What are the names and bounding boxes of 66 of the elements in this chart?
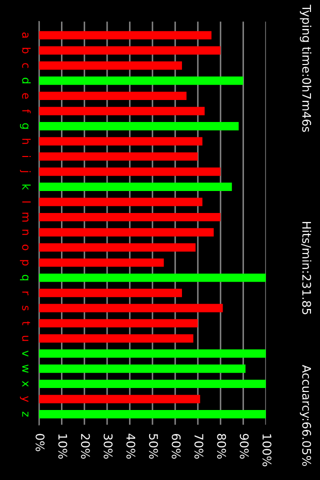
- bar: [39, 76, 244, 85]
- bar: [39, 31, 212, 40]
- bar: [39, 61, 182, 70]
- y-tick-label: b: [22, 48, 31, 54]
- y-tick-label: l: [22, 201, 31, 202]
- bar: [39, 92, 187, 100]
- bar: [39, 212, 221, 222]
- bar: [39, 364, 246, 373]
- bar: [39, 394, 200, 404]
- y-tick-label: h: [22, 138, 31, 144]
- x-tick-label: 80%: [217, 434, 226, 459]
- y-tick-label: g: [20, 123, 28, 129]
- x-tick-label: 20%: [80, 434, 90, 459]
- x-tick-label: 0%: [36, 434, 45, 452]
- y-tick-label: c: [22, 63, 28, 68]
- x-tick-label: 70%: [194, 434, 204, 459]
- bar: [39, 152, 198, 161]
- bar: [39, 198, 202, 206]
- x-tick-label: 10%: [58, 434, 68, 459]
- bar: [39, 274, 266, 282]
- bar: [39, 243, 196, 252]
- y-tick-label: m: [22, 212, 28, 222]
- y-tick-label: p: [20, 260, 28, 266]
- x-tick-label: 60%: [172, 434, 181, 459]
- bar: [39, 182, 232, 191]
- bar: [39, 106, 205, 116]
- y-tick-label: e: [22, 93, 28, 99]
- text: Accuarcy:66.05%: [300, 364, 312, 466]
- y-tick-label: f: [22, 109, 31, 114]
- y-tick-label: r: [22, 292, 28, 296]
- y-tick-label: v: [22, 350, 28, 357]
- y-tick-label: n: [22, 230, 28, 235]
- bar: [39, 167, 221, 176]
- x-tick-label: 90%: [240, 434, 249, 459]
- y-tick-label: w: [22, 364, 28, 373]
- bar: [39, 122, 239, 130]
- x-tick-label: 100%: [262, 434, 272, 466]
- bar: [39, 137, 202, 146]
- bar: [39, 319, 198, 328]
- y-tick-label: x: [22, 380, 28, 387]
- bar: [39, 258, 164, 267]
- x-tick-label: 50%: [149, 434, 158, 459]
- y-tick-label: z: [22, 412, 28, 417]
- x-tick-label: 40%: [126, 434, 136, 459]
- y-tick-label: y: [20, 396, 28, 402]
- y-tick-label: j: [20, 170, 31, 172]
- y-tick-label: u: [22, 336, 28, 341]
- y-tick-label: d: [22, 78, 31, 84]
- bar: [39, 304, 223, 312]
- bar: [39, 228, 214, 236]
- bar: [39, 380, 266, 388]
- text: Typing time:0h7m46s: [300, 4, 312, 132]
- y-tick-label: q: [20, 274, 28, 280]
- bar: [39, 349, 266, 358]
- bar: [39, 410, 266, 418]
- y-tick-label: o: [22, 244, 28, 250]
- bar: [39, 46, 221, 55]
- x-tick-label: 30%: [104, 434, 113, 459]
- y-tick-label: a: [22, 32, 28, 38]
- bar: [39, 334, 194, 343]
- bar: [39, 288, 182, 298]
- y-tick-label: k: [22, 184, 31, 190]
- y-tick-label: s: [22, 306, 28, 310]
- text: Hits/min:231.85: [301, 222, 312, 314]
- y-tick-label: i: [22, 156, 31, 158]
- y-tick-label: t: [22, 321, 30, 326]
